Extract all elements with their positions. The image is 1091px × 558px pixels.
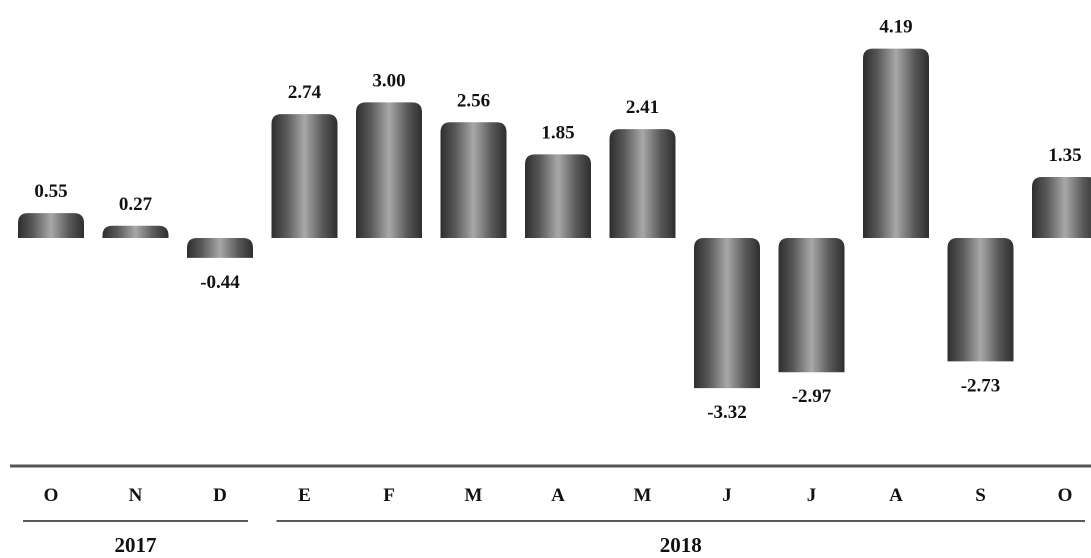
x-tick-label-13: O (1058, 485, 1073, 506)
x-tick-label-1: O (44, 485, 59, 506)
bar-3 (187, 238, 253, 258)
x-tick-label-7: A (551, 485, 565, 506)
value-label-6: 2.56 (457, 90, 490, 111)
bar-4 (271, 114, 338, 238)
value-label-3: -0.44 (200, 272, 240, 293)
bar-9 (694, 238, 760, 389)
bar-12 (947, 238, 1014, 362)
x-tick-label-11: A (889, 485, 903, 506)
bar-13 (1032, 176, 1091, 238)
x-tick-label-5: F (383, 485, 395, 506)
bar-7 (525, 154, 591, 238)
bar-2 (102, 225, 169, 238)
year-groups: 2017 2018 (23, 520, 1085, 557)
x-tick-label-9: J (722, 485, 732, 506)
bar-5 (356, 102, 422, 239)
value-label-11: 4.19 (879, 17, 912, 38)
bars-group (18, 48, 1091, 389)
value-label-7: 1.85 (541, 122, 574, 143)
value-label-1: 0.55 (34, 181, 67, 202)
x-tick-label-4: E (298, 485, 311, 506)
value-label-4: 2.74 (288, 82, 322, 103)
x-tick-label-10: J (807, 485, 817, 506)
x-tick-label-6: M (465, 485, 483, 506)
bar-1 (18, 213, 84, 238)
bar-11 (863, 48, 929, 238)
value-labels-group: 0.55 0.27 -0.44 2.74 3.00 2.56 1.85 2.41 -3.32 -2… (34, 17, 1081, 423)
x-tick-label-8: M (634, 485, 652, 506)
bar-6 (440, 122, 507, 238)
x-tick-label-3: D (213, 485, 227, 506)
year-label-2018: 2018 (660, 533, 702, 557)
x-tick-label-12: S (975, 485, 986, 506)
year-label-2017: 2017 (115, 533, 157, 557)
value-label-8: 2.41 (626, 97, 659, 118)
value-label-2: 0.27 (119, 194, 153, 215)
value-label-12: -2.73 (961, 375, 1001, 396)
value-label-5: 3.00 (372, 70, 405, 91)
value-label-9: -3.32 (707, 402, 747, 423)
bar-10 (778, 238, 845, 373)
value-label-10: -2.97 (792, 386, 832, 407)
bar-8 (609, 129, 676, 238)
value-label-13: 1.35 (1048, 145, 1081, 166)
x-tick-label-2: N (129, 485, 143, 506)
